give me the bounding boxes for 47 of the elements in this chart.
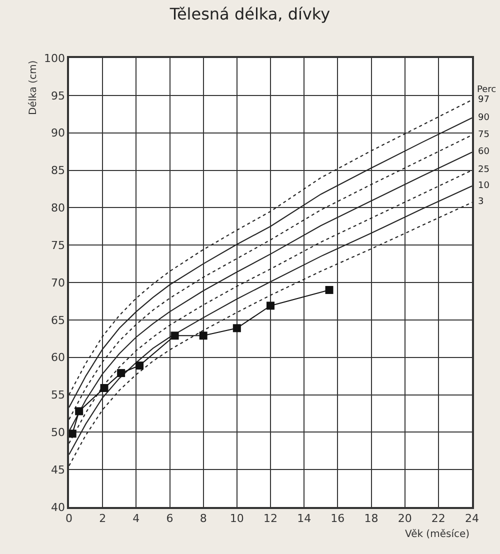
- y-tick-label: 60: [51, 351, 66, 364]
- y-tick-label: 55: [51, 388, 66, 402]
- y-tick-label: 45: [51, 463, 66, 476]
- y-tick-label: 65: [51, 314, 66, 327]
- series-label: 75: [478, 130, 490, 140]
- x-axis-title: Věk (měsíce): [405, 529, 470, 540]
- x-tick-label: 6: [166, 512, 174, 525]
- point: [199, 332, 208, 340]
- x-tick-label: 10: [230, 512, 244, 525]
- x-tick-label: 16: [330, 512, 345, 525]
- point: [232, 324, 241, 332]
- y-tick-label: 100: [44, 52, 66, 65]
- point: [100, 384, 108, 392]
- x-tick-label: 14: [297, 512, 312, 525]
- x-tick-label: 24: [465, 512, 479, 525]
- y-tick-label: 40: [51, 500, 66, 514]
- series-label: 3: [478, 197, 484, 207]
- series-label: 25: [478, 165, 490, 175]
- point: [170, 332, 179, 340]
- series-label: 97: [478, 95, 490, 105]
- point: [69, 430, 76, 438]
- x-tick-label: 8: [200, 512, 207, 525]
- y-tick-label: 70: [51, 276, 66, 290]
- series-label: 60: [478, 147, 490, 157]
- point: [117, 369, 126, 378]
- x-tick-label: 12: [264, 512, 278, 525]
- legend-title: Perc: [477, 85, 496, 95]
- point: [136, 362, 144, 370]
- x-tick-label: 18: [364, 512, 378, 525]
- y-tick-label: 85: [51, 164, 66, 178]
- y-tick-label: 95: [51, 89, 66, 102]
- y-tick-label: 50: [51, 426, 66, 440]
- x-tick-label: 0: [66, 512, 72, 525]
- x-tick-label: 4: [132, 512, 140, 525]
- y-axis-title: Délka (cm): [28, 60, 39, 115]
- x-tick-label: 22: [431, 512, 446, 525]
- x-tick-label: 2: [99, 512, 106, 525]
- y-tick-label: 90: [51, 126, 66, 140]
- x-tick-label: 20: [398, 512, 412, 525]
- series-label: 90: [478, 113, 490, 123]
- point: [325, 286, 334, 294]
- chart-title: Tělesná délka, dívky: [168, 4, 330, 24]
- point: [75, 407, 84, 416]
- y-tick-label: 75: [51, 238, 66, 252]
- point: [266, 302, 274, 310]
- y-tick-label: 80: [51, 202, 66, 215]
- series-label: 10: [478, 181, 490, 191]
